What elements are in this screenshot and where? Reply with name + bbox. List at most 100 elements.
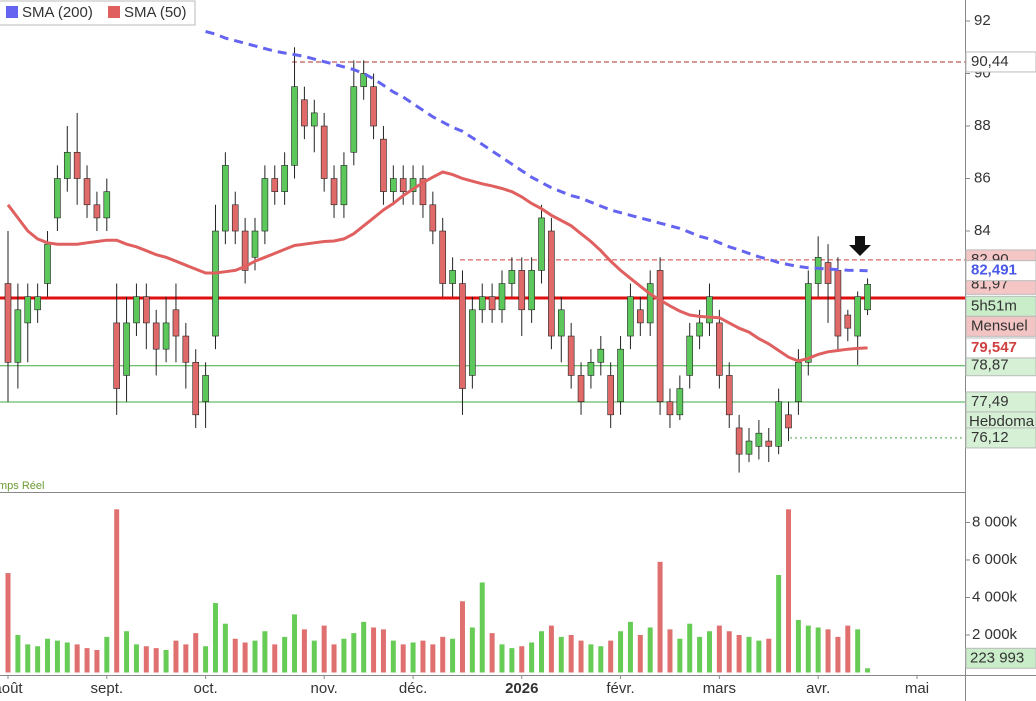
candle-body: [231, 204, 239, 232]
volume-bar: [321, 625, 327, 673]
legend: SMA (200) SMA (50): [0, 0, 196, 26]
candle-body: [656, 270, 664, 402]
tag-label: 76,12: [971, 429, 1009, 446]
volume-bar: [64, 642, 70, 673]
volume-bar: [143, 646, 149, 673]
candle-body: [785, 414, 792, 429]
volume: [5, 509, 871, 673]
volume-bar: [578, 640, 584, 673]
volume-bar: [301, 629, 307, 673]
volume-bar: [262, 631, 268, 673]
candle-body: [498, 283, 506, 311]
candle-body: [24, 296, 32, 324]
tag-label: 79,547: [971, 339, 1017, 356]
tag-box: [965, 51, 1036, 73]
candle-body: [241, 230, 249, 271]
volume-bar: [351, 633, 357, 673]
y-tick-label: 6 000k: [972, 551, 1018, 568]
candle-body: [340, 165, 348, 206]
candle-body: [281, 165, 288, 192]
candle-body: [775, 401, 782, 447]
tag-label: 77,49: [971, 393, 1009, 410]
tag-sublabel: Mensuel: [971, 317, 1028, 334]
candle-body: [864, 284, 871, 311]
candle-body: [528, 270, 535, 311]
volume-bar: [331, 644, 337, 673]
candle-body: [557, 309, 565, 337]
volume-bar: [94, 649, 100, 673]
candle-body: [548, 230, 555, 337]
candle-body: [4, 283, 12, 363]
candle-body: [745, 440, 753, 455]
candle-body: [488, 296, 496, 311]
volume-bar: [222, 623, 228, 673]
candle-body: [765, 440, 773, 447]
volume-bar: [35, 646, 41, 673]
candle-body: [34, 296, 41, 311]
candle-body: [696, 322, 703, 337]
volume-bar: [687, 623, 693, 673]
volume-bar: [420, 640, 426, 673]
y-tick-label: 84: [974, 222, 991, 239]
candle-body: [133, 296, 140, 324]
volume-bar: [667, 629, 673, 673]
volume-bar: [766, 638, 772, 673]
candle-body: [192, 362, 200, 416]
candle-body: [54, 178, 61, 219]
volume-bar: [272, 644, 278, 673]
volume-bar: [795, 619, 801, 673]
tag-box: [965, 427, 1036, 449]
volume-bar: [163, 649, 169, 673]
x-tick-label: févr.: [606, 680, 634, 697]
volume-bar: [499, 644, 505, 673]
volume-bar: [410, 642, 416, 673]
volume-bar: [124, 631, 130, 673]
candle-body: [83, 178, 91, 206]
x-tick-label: août: [0, 680, 23, 697]
candle-body: [202, 375, 209, 402]
x-tick-label: 2026: [505, 680, 538, 697]
legend-swatch: [108, 6, 120, 18]
volume-bar: [133, 644, 139, 673]
volume-bar: [440, 636, 446, 673]
volume-bar: [776, 574, 782, 673]
tag-label: 82,491: [971, 262, 1017, 279]
volume-bar: [450, 638, 456, 673]
tag-label: 90,44: [971, 53, 1009, 70]
volume-bar: [282, 636, 288, 673]
volume-bar: [548, 625, 554, 673]
volume-bar: [756, 640, 762, 673]
legend-box: [0, 0, 196, 26]
candle-body: [725, 375, 733, 416]
sma-lines: [6, 30, 868, 363]
candle-body: [172, 309, 180, 337]
tag-sublabel: Hebdoma: [969, 413, 1035, 430]
volume-bar: [361, 621, 367, 673]
x-tick-label: déc.: [399, 680, 427, 697]
x-tick-label: mai: [905, 680, 929, 697]
candle-body: [735, 427, 743, 455]
volume-bar: [736, 634, 742, 673]
candle-body: [73, 151, 81, 179]
volume-bar: [627, 621, 633, 673]
volume-bar: [746, 636, 752, 673]
candle-body: [103, 191, 111, 219]
x-tick-label: avr.: [806, 680, 830, 697]
candle-body: [162, 322, 170, 350]
candle-body: [755, 432, 763, 447]
volume-bar: [153, 648, 159, 673]
tag-box: [965, 315, 1036, 337]
y-tick-label: 88: [974, 117, 991, 134]
tag-box: [965, 647, 1036, 669]
candle-body: [567, 335, 575, 376]
legend-swatch: [6, 6, 18, 18]
candle-body: [44, 243, 51, 284]
candle-body: [587, 362, 595, 376]
volume-bar: [618, 631, 624, 673]
volume-bar: [815, 627, 821, 673]
candle-body: [804, 283, 812, 363]
candle-body: [518, 270, 526, 311]
volume-bar: [390, 640, 396, 673]
